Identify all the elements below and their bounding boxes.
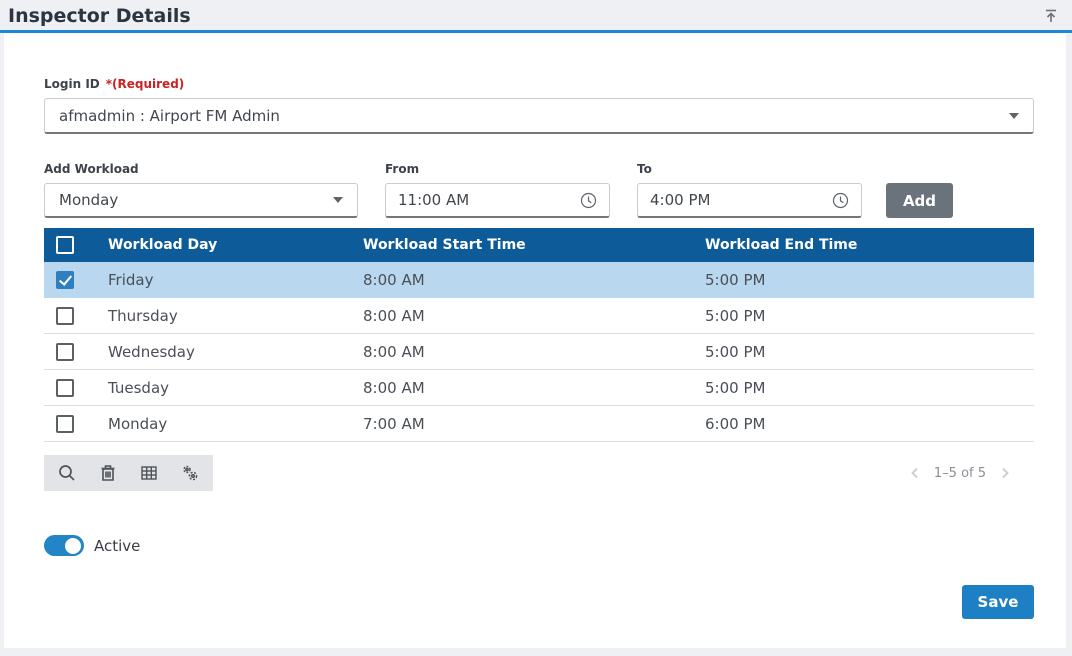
workload-end-cell: 5:00 PM — [705, 378, 766, 397]
workload-day-cell: Wednesday — [108, 342, 195, 361]
from-time-value: 11:00 AM — [398, 191, 470, 209]
column-header-workload-end-time[interactable]: Workload End Time — [705, 237, 858, 253]
chevron-down-icon — [333, 197, 343, 203]
column-header-workload-start-time[interactable]: Workload Start Time — [363, 237, 526, 253]
required-indicator: *(Required) — [105, 77, 185, 91]
table-row[interactable]: Friday 8:00 AM 5:00 PM — [44, 262, 1034, 298]
workload-start-cell: 8:00 AM — [363, 306, 425, 325]
pagination: 1–5 of 5 — [908, 466, 1034, 481]
add-workload-controls: Add Workload Monday From 11:00 AM To — [44, 162, 1034, 218]
select-all-checkbox[interactable] — [56, 236, 74, 254]
workload-end-cell: 5:00 PM — [705, 342, 766, 361]
from-time-input[interactable]: 11:00 AM — [385, 183, 610, 218]
table-row[interactable]: Thursday 8:00 AM 5:00 PM — [44, 298, 1034, 334]
workload-start-cell: 8:00 AM — [363, 270, 425, 289]
to-label: To — [637, 162, 652, 176]
workload-day-cell: Monday — [108, 414, 168, 433]
accent-divider — [0, 30, 1072, 33]
active-toggle-label: Active — [94, 536, 141, 555]
workload-start-cell: 8:00 AM — [363, 342, 425, 361]
table-toolbar — [44, 455, 213, 491]
table-row[interactable]: Wednesday 8:00 AM 5:00 PM — [44, 334, 1034, 370]
workload-start-cell: 8:00 AM — [363, 378, 425, 397]
clock-icon[interactable] — [580, 192, 597, 209]
table-header-row: Workload Day Workload Start Time Workloa… — [44, 228, 1034, 262]
workload-end-cell: 5:00 PM — [705, 270, 766, 289]
workload-day-value: Monday — [59, 191, 119, 209]
previous-page-icon[interactable] — [908, 466, 922, 480]
column-header-workload-day[interactable]: Workload Day — [108, 237, 218, 253]
row-checkbox[interactable] — [56, 270, 74, 289]
workload-end-cell: 6:00 PM — [705, 414, 766, 433]
login-id-label: Login ID *(Required) — [44, 77, 1034, 91]
active-toggle-row: Active — [44, 535, 1034, 556]
collapse-up-icon[interactable] — [1042, 7, 1060, 25]
save-row: Save — [962, 585, 1034, 619]
row-checkbox[interactable] — [56, 414, 74, 433]
inspector-details-panel: Login ID *(Required) afmadmin : Airport F… — [4, 33, 1066, 648]
active-toggle[interactable] — [44, 535, 84, 556]
table-row[interactable]: Monday 7:00 AM 6:00 PM — [44, 406, 1034, 442]
next-page-icon[interactable] — [998, 466, 1012, 480]
columns-icon[interactable] — [139, 463, 159, 483]
workload-table: Workload Day Workload Start Time Workloa… — [44, 228, 1034, 442]
table-footer: 1–5 of 5 — [44, 455, 1034, 491]
settings-icon[interactable] — [180, 463, 200, 483]
from-label: From — [385, 162, 420, 176]
search-icon[interactable] — [57, 463, 77, 483]
toggle-knob — [65, 537, 81, 554]
row-checkbox[interactable] — [56, 378, 74, 397]
table-row[interactable]: Tuesday 8:00 AM 5:00 PM — [44, 370, 1034, 406]
row-checkbox[interactable] — [56, 306, 74, 325]
to-time-value: 4:00 PM — [650, 191, 711, 209]
pagination-text: 1–5 of 5 — [933, 465, 986, 481]
chevron-down-icon — [1009, 112, 1019, 119]
login-id-select[interactable]: afmadmin : Airport FM Admin — [44, 98, 1034, 134]
title-bar: Inspector Details — [0, 0, 1072, 30]
add-workload-label: Add Workload — [44, 162, 139, 176]
workload-day-cell: Thursday — [108, 306, 178, 325]
delete-icon[interactable] — [98, 463, 118, 483]
clock-icon[interactable] — [832, 192, 849, 209]
to-time-input[interactable]: 4:00 PM — [637, 183, 862, 218]
workload-day-select[interactable]: Monday — [44, 183, 358, 218]
row-checkbox[interactable] — [56, 342, 74, 361]
login-id-label-text: Login ID — [44, 77, 100, 91]
page-title: Inspector Details — [8, 5, 191, 27]
workload-end-cell: 5:00 PM — [705, 306, 766, 325]
workload-start-cell: 7:00 AM — [363, 414, 425, 433]
workload-day-cell: Friday — [108, 270, 154, 289]
save-button[interactable]: Save — [962, 585, 1034, 619]
add-button[interactable]: Add — [886, 183, 953, 218]
workload-day-cell: Tuesday — [108, 378, 170, 397]
login-id-value: afmadmin : Airport FM Admin — [59, 106, 280, 125]
